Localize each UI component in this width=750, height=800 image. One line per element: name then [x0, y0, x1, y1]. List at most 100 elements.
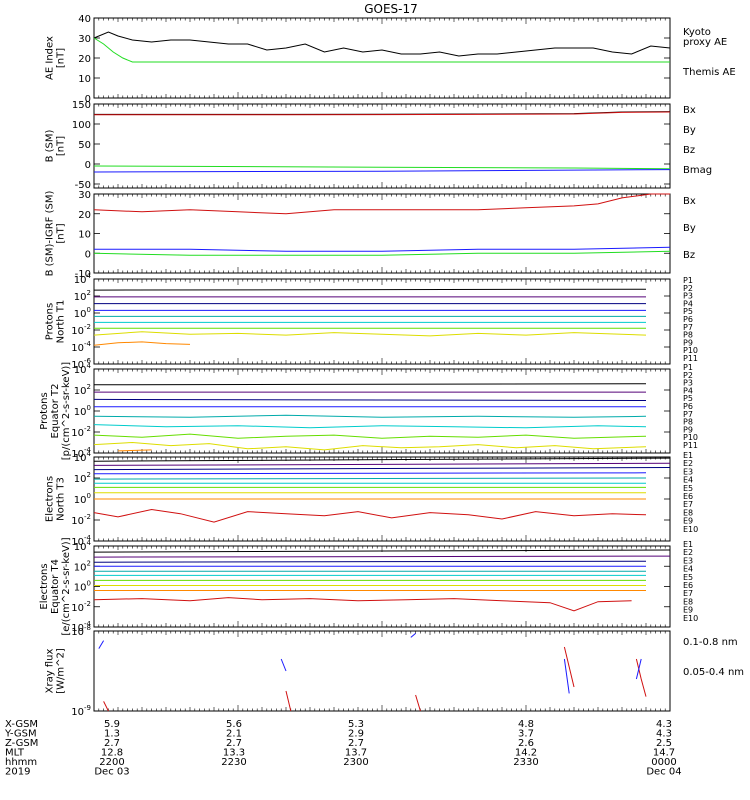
y-axis-label: North T3: [56, 477, 67, 521]
y-tick-label: 102: [74, 559, 91, 573]
legend-entry: P1: [683, 363, 693, 372]
legend-entry: P10: [683, 433, 698, 442]
legend-entry: P7: [683, 323, 693, 332]
x-axis-ephemeris: X-GSM 5.9 5.6 5.3 4.8 4.3 Y-GSM 1.3 2.1 2.9 3.7 4.3…: [4, 719, 682, 778]
legend-entry: By: [683, 223, 696, 234]
series-line-e1: [93, 457, 671, 462]
panel-frame: [93, 545, 671, 628]
y-axis-label: [p/(cm^2-s-sr-keV)]: [61, 362, 72, 461]
legend-entry: Bz: [683, 145, 695, 156]
ephemeris-value: 1.3: [104, 729, 120, 740]
legend-entry: E6: [683, 492, 693, 501]
ephemeris-row-name: X-GSM: [5, 719, 38, 730]
series-line-0-05-0-4-nm: [563, 658, 570, 694]
legend-entry: E9: [683, 606, 693, 615]
y-tick-label: 104: [74, 362, 92, 376]
series-line-p5: [93, 414, 647, 418]
legend-entry: E7: [683, 500, 693, 509]
series-line-kyoto-proxy-ae: [93, 37, 670, 63]
series-line-e2: [93, 555, 671, 558]
y-tick-label: 10-8: [71, 624, 91, 638]
series-line-e10: [93, 508, 647, 523]
legend-entry: P2: [683, 284, 693, 293]
series-line-by: [93, 250, 671, 256]
ephemeris-value: 4.8: [518, 719, 534, 730]
y-tick-label: 20: [78, 54, 91, 65]
ephemeris-value: 2.9: [348, 729, 364, 740]
ephemeris-row-name: 2019: [5, 767, 30, 778]
y-axis-label: B (SM): [45, 129, 56, 162]
ephemeris-value: 2300: [343, 757, 368, 768]
y-tick-label: 0: [85, 160, 91, 171]
legend-entry: P5: [683, 307, 693, 316]
legend-entry: E1: [683, 451, 693, 460]
ephemeris-value: 2.7: [226, 738, 242, 749]
ephemeris-value: 2200: [99, 757, 124, 768]
y-tick-label: 150: [72, 100, 91, 111]
legend-entry: P9: [683, 338, 693, 347]
series-line-p8: [93, 441, 647, 451]
panel-frame: [93, 17, 671, 99]
legend-entry: E2: [683, 548, 693, 557]
y-axis-label: [W/m^2]: [56, 648, 67, 694]
y-axis-label: Xray flux: [45, 649, 56, 694]
y-tick-label: 102: [74, 383, 91, 397]
series-line-0-1-0-8-nm: [635, 658, 647, 697]
ephemeris-value: 5.3: [348, 719, 364, 730]
legend-entry: P3: [683, 379, 693, 388]
ephemeris-value: 2.5: [656, 738, 672, 749]
legend-entry: P1: [683, 276, 693, 285]
ephemeris-value: 0000: [651, 757, 676, 768]
series-line-e5: [93, 477, 647, 480]
y-tick-label: 50: [78, 140, 91, 151]
legend-entry: P6: [683, 402, 693, 411]
legend-entry: E10: [683, 525, 698, 534]
y-tick-label: 20: [78, 210, 91, 221]
y-axis-label: Equator T2: [50, 384, 61, 439]
y-tick-label: 100: [74, 404, 91, 418]
y-tick-label: 10-2: [71, 425, 91, 439]
series-line-0-1-0-8-nm: [563, 646, 575, 688]
legend-entry: E5: [683, 573, 693, 582]
legend-entry: By: [683, 125, 696, 136]
y-tick-label: 10-2: [71, 600, 91, 614]
y-axis-label: B (SM)-IGRF (SM): [45, 191, 56, 277]
y-axis-label: [nT]: [56, 223, 67, 243]
legend-entry: E6: [683, 581, 693, 590]
y-tick-label: 10-4: [71, 340, 91, 354]
y-tick-label: 10-9: [71, 704, 91, 718]
y-axis-label: [nT]: [56, 48, 67, 68]
ephemeris-value: 3.7: [518, 729, 534, 740]
series-line-p7: [93, 433, 647, 439]
legend-entry: P4: [683, 299, 693, 308]
legend-entry: P8: [683, 331, 693, 340]
legend-entry: E10: [683, 614, 698, 623]
panel-8: 10-9 10-8 Xray flux [W/m^2] 0.1-0.8 nm 0.05-0…: [45, 624, 745, 718]
y-axis-label: Protons: [45, 303, 56, 340]
series-line-0-1-0-8-nm: [103, 701, 109, 712]
series-line-0-05-0-4-nm: [410, 633, 416, 638]
plot-title: GOES-17: [364, 2, 418, 16]
y-tick-label: 10-2: [71, 323, 91, 337]
y-tick-label: -50: [75, 180, 91, 191]
y-axis-label: Electrons: [45, 476, 56, 522]
legend-entry: Bmag: [683, 165, 712, 176]
legend-entry: E9: [683, 517, 693, 526]
ephemeris-value: 2.6: [518, 738, 534, 749]
series-line-bx: [93, 169, 671, 173]
legend-entry: proxy AE: [683, 37, 727, 48]
ephemeris-row-name: hhmm: [5, 757, 37, 768]
legend-entry: Bx: [683, 196, 696, 207]
legend-entry: P10: [683, 346, 698, 355]
legend-entry: P9: [683, 425, 693, 434]
ephemeris-value: 4.3: [656, 719, 672, 730]
y-tick-label: 10-2: [71, 513, 91, 527]
y-axis-label: AE Index: [45, 36, 56, 80]
y-tick-label: 100: [74, 580, 91, 594]
legend-entry: E4: [683, 476, 693, 485]
series-line-0-1-0-8-nm: [415, 694, 421, 712]
legend-entry: E4: [683, 565, 693, 574]
